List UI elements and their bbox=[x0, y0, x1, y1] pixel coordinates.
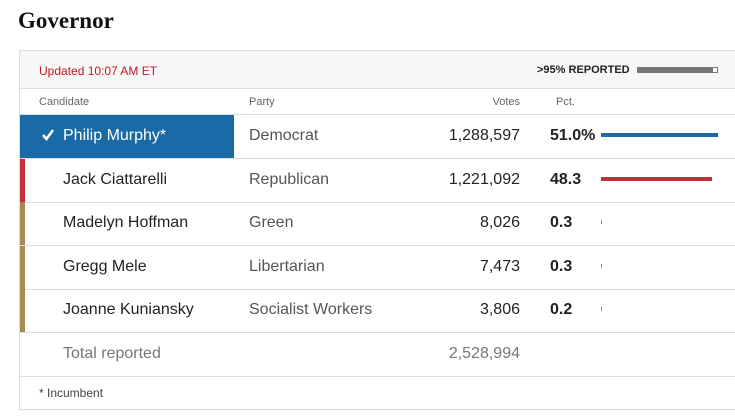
column-header: Votes bbox=[492, 96, 520, 108]
candidate: Joanne Kuniansky bbox=[63, 301, 194, 318]
pct-bar bbox=[601, 176, 713, 181]
column-header: Party bbox=[249, 96, 275, 108]
row-line bbox=[20, 332, 735, 333]
reported-bar bbox=[637, 67, 718, 73]
candidate: Gregg Mele bbox=[63, 257, 147, 275]
total-label: Total reported bbox=[63, 344, 161, 362]
votes: 7,473 bbox=[479, 257, 520, 275]
votes: 1,221,092 bbox=[448, 170, 520, 188]
party: Democrat bbox=[249, 127, 319, 144]
pct: 51.0% bbox=[550, 127, 596, 144]
votes: 1,288,597 bbox=[448, 127, 520, 144]
pct-bar bbox=[601, 307, 602, 311]
row-line bbox=[20, 245, 735, 246]
column-header: Candidate bbox=[39, 96, 90, 108]
pct: 0.3 bbox=[550, 214, 573, 231]
votes: 3,806 bbox=[479, 301, 520, 318]
pct: 0.3 bbox=[550, 257, 573, 275]
votes: 8,026 bbox=[479, 214, 520, 231]
row-line bbox=[20, 288, 735, 290]
pct-bar bbox=[601, 220, 602, 224]
pct: 0.2 bbox=[550, 301, 573, 318]
row-line bbox=[20, 158, 735, 159]
party-marker bbox=[20, 289, 25, 332]
row-line bbox=[20, 201, 735, 203]
party-marker bbox=[20, 158, 25, 202]
party-marker bbox=[20, 202, 25, 245]
party: Libertarian bbox=[249, 257, 325, 275]
title: Governor bbox=[18, 8, 114, 33]
party-marker bbox=[20, 245, 25, 289]
results-box bbox=[19, 50, 735, 410]
total-votes: 2,528,994 bbox=[448, 344, 520, 362]
footnote: * Incumbent bbox=[39, 386, 104, 400]
row-line bbox=[20, 375, 735, 377]
party: Republican bbox=[249, 170, 330, 188]
pct: 48.3 bbox=[550, 170, 582, 188]
candidate: Philip Murphy* bbox=[63, 127, 167, 144]
check bbox=[42, 129, 55, 142]
party: Green bbox=[249, 214, 294, 231]
header-line bbox=[20, 114, 735, 115]
check-icon bbox=[41, 128, 55, 142]
party: Socialist Workers bbox=[249, 301, 373, 318]
winner-cell bbox=[20, 115, 234, 158]
reported-bar-rest bbox=[713, 68, 717, 72]
pct-bar bbox=[601, 133, 719, 137]
pct-bar bbox=[601, 263, 602, 268]
candidate: Jack Ciattarelli bbox=[63, 170, 168, 188]
column-header: Pct. bbox=[556, 96, 575, 108]
status-band bbox=[20, 51, 735, 89]
updated-time: Updated 10:07 AM ET bbox=[39, 64, 158, 78]
candidate: Madelyn Hoffman bbox=[63, 214, 189, 231]
reported-label: >95% REPORTED bbox=[537, 64, 630, 76]
